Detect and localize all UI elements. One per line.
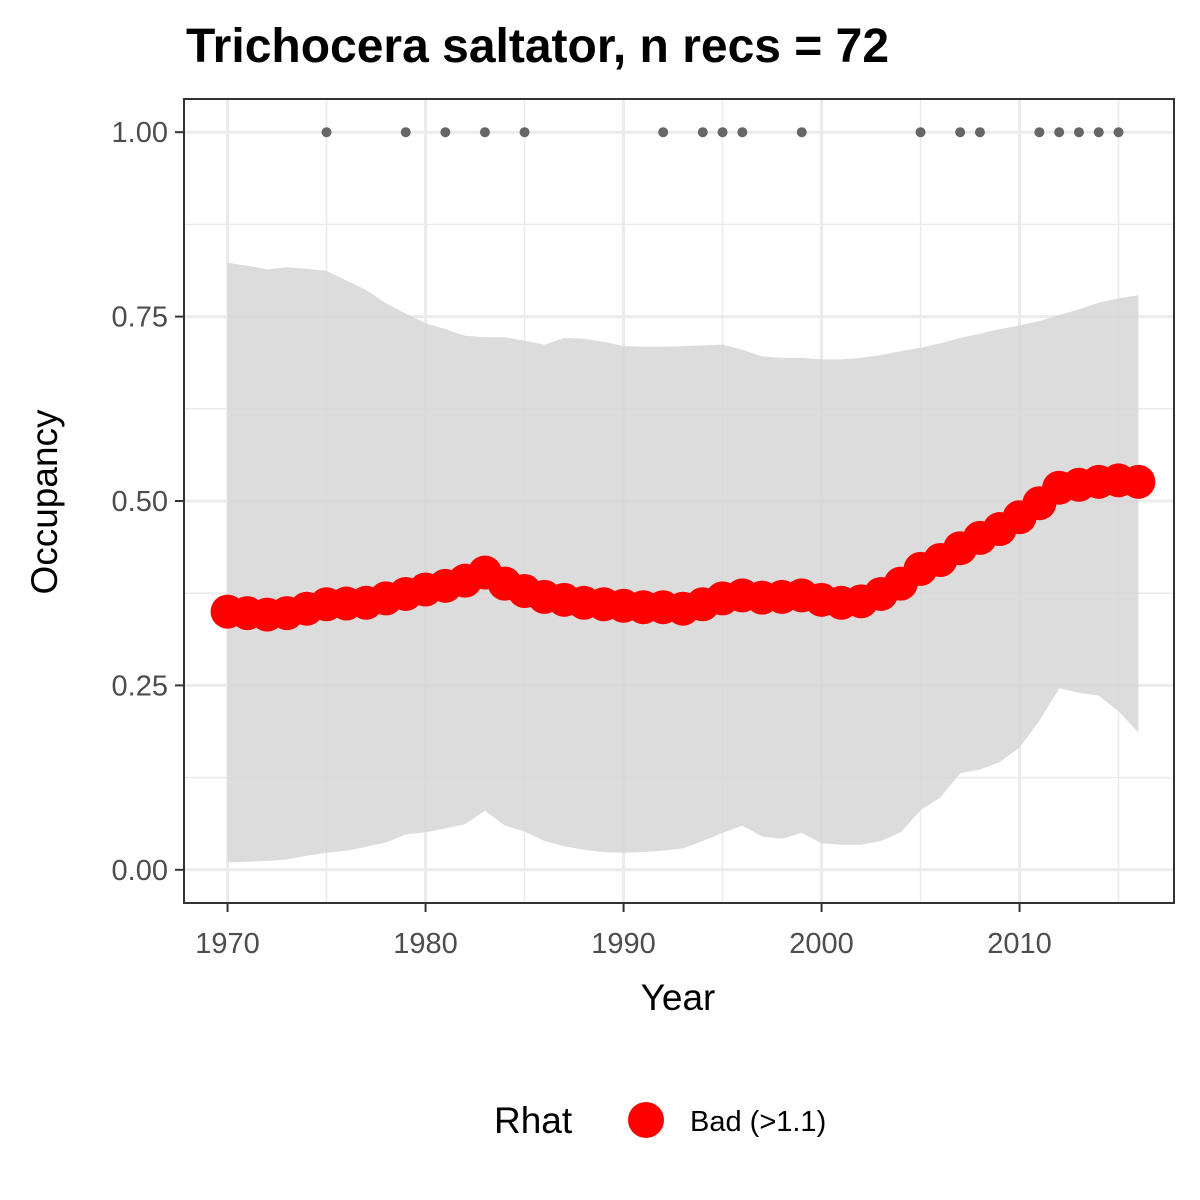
y-axis-title: Occupancy (24, 409, 65, 595)
x-tick-label: 2000 (789, 928, 854, 960)
record-point (697, 127, 708, 138)
confidence-ribbon (227, 262, 1139, 863)
y-tick-label: 0.50 (112, 486, 168, 518)
y-tick-label: 0.00 (112, 855, 168, 887)
record-point (737, 127, 748, 138)
x-tick-label: 2010 (987, 928, 1052, 960)
record-point (974, 127, 985, 138)
record-point (1093, 127, 1104, 138)
x-axis: 1970 1980 1990 2000 2010 (195, 903, 1052, 960)
record-point (796, 127, 807, 138)
record-point (321, 127, 332, 138)
record-point (658, 127, 669, 138)
y-axis: 0.00 0.25 0.50 0.75 1.00 (112, 117, 184, 887)
x-tick-label: 1970 (195, 928, 260, 960)
x-tick-label: 1990 (591, 928, 656, 960)
record-point (440, 127, 451, 138)
record-point (1034, 127, 1045, 138)
legend-key-bad (628, 1102, 664, 1138)
record-point (955, 127, 966, 138)
record-point (479, 127, 490, 138)
x-tick-label: 1980 (393, 928, 458, 960)
legend-title: Rhat (494, 1100, 573, 1141)
record-point (1113, 127, 1124, 138)
x-axis-title: Year (641, 977, 716, 1018)
plot-panel (183, 98, 1175, 904)
legend-label-bad: Bad (>1.1) (690, 1106, 826, 1138)
y-tick-label: 1.00 (112, 117, 168, 149)
record-point (915, 127, 926, 138)
y-tick-label: 0.25 (112, 670, 168, 702)
chart-title: Trichocera saltator, n recs = 72 (186, 20, 889, 73)
record-point (717, 127, 728, 138)
legend: Rhat Bad (>1.1) (494, 1100, 826, 1141)
occupancy-point (1121, 464, 1156, 499)
record-point (519, 127, 530, 138)
record-point (1054, 127, 1065, 138)
record-point (400, 127, 411, 138)
y-tick-label: 0.75 (112, 302, 168, 334)
record-point (1073, 127, 1084, 138)
